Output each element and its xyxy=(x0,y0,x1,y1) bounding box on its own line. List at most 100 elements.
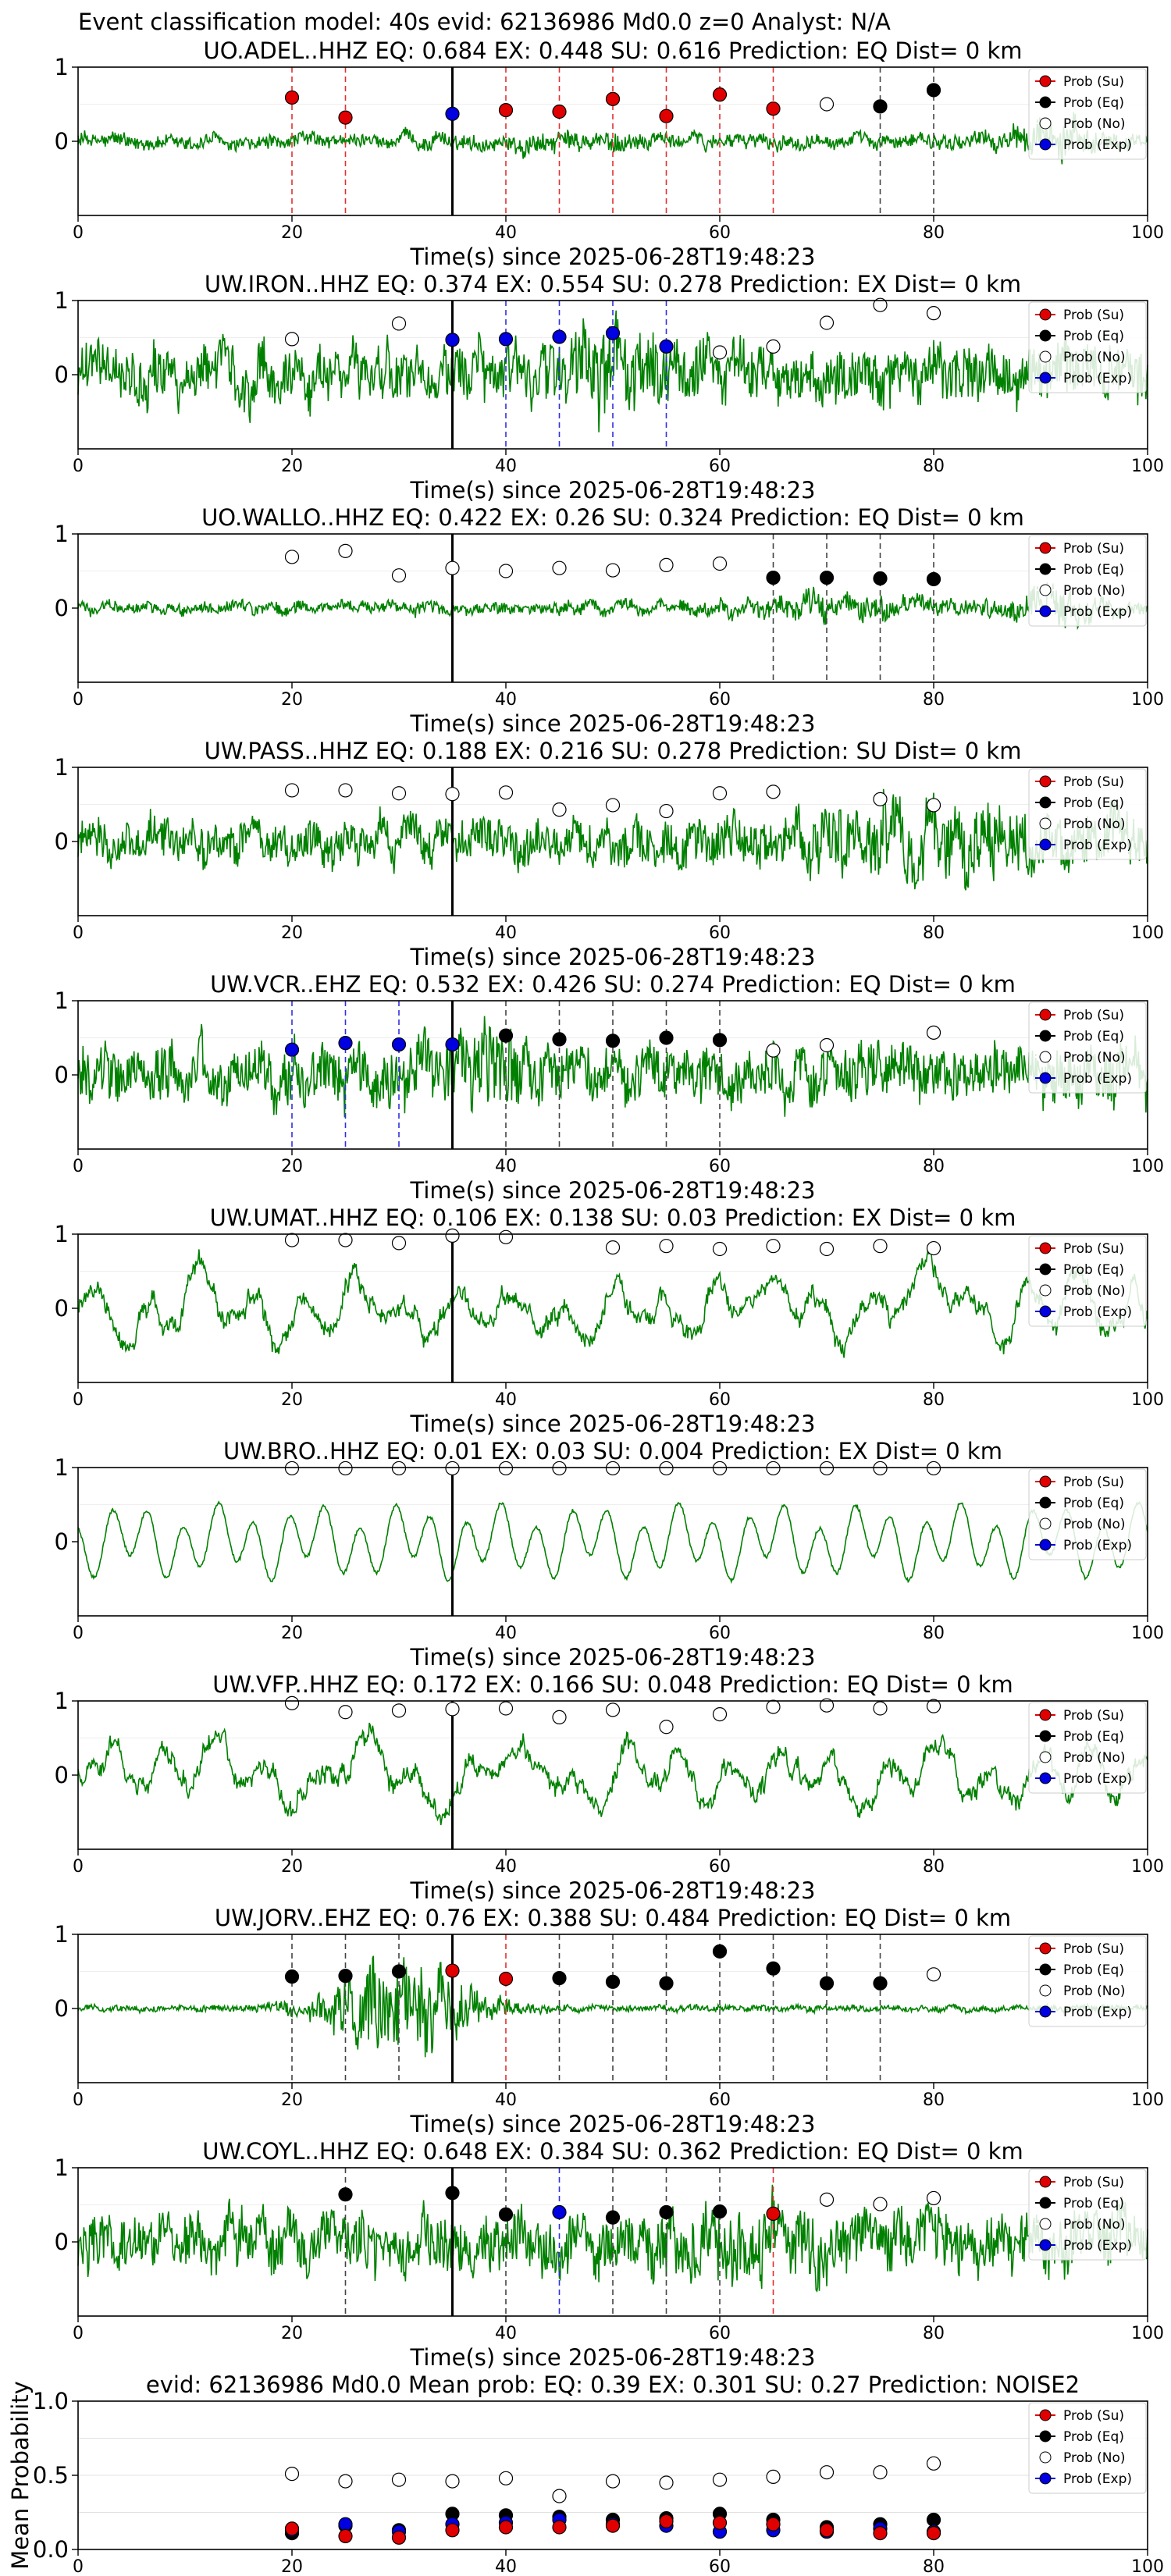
legend-label: Prob (Exp) xyxy=(1063,2005,1132,2020)
prob-point-su xyxy=(498,1971,514,1987)
prob-point-su xyxy=(766,2206,781,2221)
x-tick-label: 80 xyxy=(923,2557,945,2576)
mean-point-exp xyxy=(338,2517,353,2532)
x-axis-label: Time(s) since 2025-06-28T19:48:23 xyxy=(410,710,816,737)
y-tick-label: 1 xyxy=(55,1688,69,1714)
panel-2: UW.IRON..HHZ EQ: 0.374 EX: 0.554 SU: 0.2… xyxy=(55,271,1164,503)
legend-label: Prob (Eq) xyxy=(1063,1029,1124,1044)
prob-point-no xyxy=(338,783,353,798)
legend-marker xyxy=(1039,1517,1052,1530)
x-tick-label: 20 xyxy=(281,2324,303,2343)
prob-point-no xyxy=(391,1703,407,1718)
legend-marker xyxy=(1039,838,1052,851)
mean-point-su xyxy=(445,2523,460,2538)
x-tick-label: 40 xyxy=(495,223,517,243)
legend-marker xyxy=(1039,1539,1052,1551)
prob-point-su xyxy=(445,1963,460,1978)
mean-point-no xyxy=(338,2474,353,2489)
prob-point-exp xyxy=(552,2204,567,2220)
prob-point-no xyxy=(819,1037,835,1053)
prob-point-exp xyxy=(659,339,674,354)
prob-point-eq xyxy=(819,570,835,585)
prob-point-no xyxy=(926,1461,941,1476)
waveform-trace xyxy=(77,582,1148,631)
prob-point-no xyxy=(766,339,781,354)
prob-point-no xyxy=(338,1233,353,1247)
legend-label: Prob (Su) xyxy=(1063,2408,1124,2424)
legend-label: Prob (Su) xyxy=(1063,308,1124,323)
legend-box xyxy=(1028,1002,1147,1094)
legend-box xyxy=(1028,2402,1147,2494)
x-tick-label: 20 xyxy=(281,1857,303,1877)
prob-point-eq xyxy=(338,1969,353,1984)
legend-marker xyxy=(1039,2005,1052,2018)
prob-point-no xyxy=(766,785,781,799)
legend-label: Prob (Eq) xyxy=(1063,1729,1124,1745)
prob-point-no xyxy=(659,557,674,573)
legend-label: Prob (No) xyxy=(1063,1984,1126,1999)
prob-point-no xyxy=(284,783,300,798)
x-tick-label: 40 xyxy=(495,1390,517,1410)
x-axis-label: Time(s) since 2025-06-28T19:48:23 xyxy=(410,1644,816,1670)
prob-point-no xyxy=(445,1461,460,1476)
legend-marker xyxy=(1039,1263,1052,1276)
prob-point-eq xyxy=(552,1970,567,1986)
legend-marker xyxy=(1039,2451,1052,2464)
y-tick-label: 1 xyxy=(55,2154,69,2181)
x-tick-label: 100 xyxy=(1131,1390,1164,1410)
prob-point-no xyxy=(445,1228,460,1244)
prob-point-su xyxy=(552,104,567,119)
panel-title: UW.UMAT..HHZ EQ: 0.106 EX: 0.138 SU: 0.0… xyxy=(210,1204,1016,1231)
prob-point-exp xyxy=(445,333,460,347)
legend-label: Prob (Exp) xyxy=(1063,1771,1132,1787)
prob-point-no xyxy=(284,332,300,347)
y-tick-label: 0 xyxy=(55,595,69,621)
mean-point-su xyxy=(873,2526,888,2541)
prob-point-no xyxy=(766,1043,781,1058)
prob-point-no xyxy=(819,315,835,330)
mean-point-su xyxy=(712,2515,728,2530)
prob-point-exp xyxy=(338,1036,353,1051)
legend-marker xyxy=(1039,1242,1052,1254)
panel-title: UO.ADEL..HHZ EQ: 0.684 EX: 0.448 SU: 0.6… xyxy=(203,37,1022,64)
legend-label: Prob (Su) xyxy=(1063,1475,1124,1490)
prob-point-no xyxy=(659,1461,674,1476)
prob-point-no xyxy=(391,1461,407,1476)
x-tick-label: 80 xyxy=(923,2324,945,2343)
legend-label: Prob (Eq) xyxy=(1063,1262,1124,1278)
x-tick-label: 100 xyxy=(1131,1624,1164,1643)
mean-point-no xyxy=(605,2474,621,2489)
legend-marker xyxy=(1039,1709,1052,1721)
legend-marker xyxy=(1039,1475,1052,1488)
legend-marker xyxy=(1039,1984,1052,1997)
legend-box xyxy=(1028,1468,1147,1560)
x-tick-label: 40 xyxy=(495,2557,517,2576)
legend-marker xyxy=(1039,308,1052,321)
prob-point-exp xyxy=(552,329,567,344)
legend-box xyxy=(1028,1702,1147,1794)
y-tick-label: 0.5 xyxy=(33,2462,69,2489)
prob-point-no xyxy=(605,798,621,813)
prob-point-eq xyxy=(659,1030,674,1045)
x-tick-label: 40 xyxy=(495,923,517,943)
prob-point-su xyxy=(659,109,674,123)
legend-label: Prob (Exp) xyxy=(1063,371,1132,386)
panel-title: UW.JORV..EHZ EQ: 0.76 EX: 0.388 SU: 0.48… xyxy=(215,1905,1011,1931)
x-tick-label: 40 xyxy=(495,1624,517,1643)
panel-8: UW.VFP..HHZ EQ: 0.172 EX: 0.166 SU: 0.04… xyxy=(55,1671,1164,1904)
y-tick-label: 1 xyxy=(55,1921,69,1948)
prob-point-exp xyxy=(445,1037,460,1052)
x-axis-label: Time(s) since 2025-06-28T19:48:23 xyxy=(410,1411,816,1437)
y-tick-label: 0 xyxy=(55,1995,69,2022)
prob-point-no xyxy=(873,1239,888,1254)
legend-marker xyxy=(1039,542,1052,554)
waveform-trace xyxy=(77,1722,1148,1826)
prob-point-no xyxy=(926,1025,941,1040)
prob-point-exp xyxy=(605,326,621,340)
prob-point-no xyxy=(498,1229,514,1244)
legend-label: Prob (Su) xyxy=(1063,2175,1124,2190)
prob-point-no xyxy=(926,306,941,321)
prob-point-no xyxy=(766,1461,781,1476)
x-tick-label: 60 xyxy=(709,457,731,476)
